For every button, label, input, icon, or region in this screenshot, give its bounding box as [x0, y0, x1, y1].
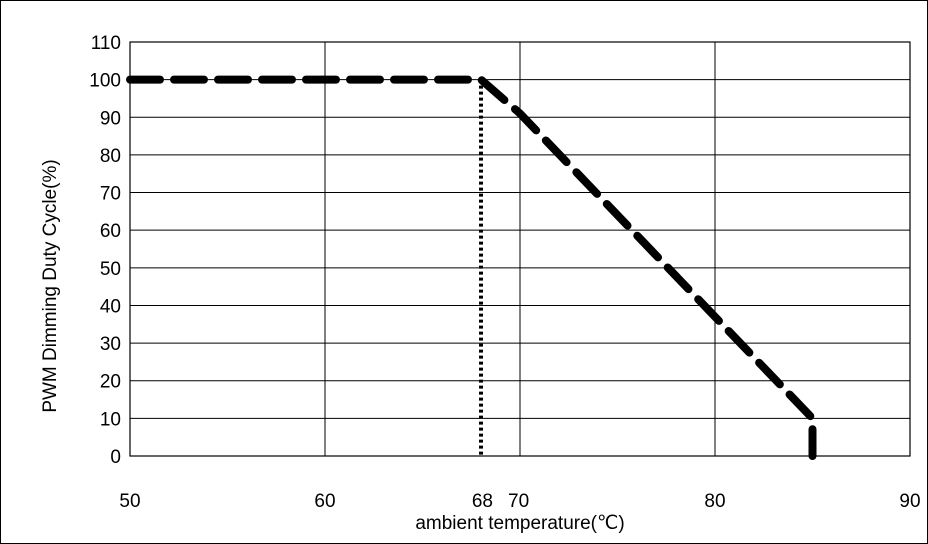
grid — [129, 41, 911, 457]
y-tick-label: 40 — [100, 296, 121, 317]
x-tick-label: 70 — [508, 491, 529, 512]
y-tick-label: 90 — [100, 108, 121, 129]
x-axis-label: ambient temperature(℃) — [415, 513, 624, 534]
x-tick-label: 68 — [472, 491, 493, 512]
y-tick-label: 20 — [100, 372, 121, 393]
y-tick-labels: 0 10 20 30 40 50 60 70 80 90 100 110 — [89, 33, 121, 468]
y-tick-label: 110 — [91, 33, 121, 54]
y-tick-label: 60 — [100, 221, 121, 242]
y-tick-label: 70 — [100, 184, 121, 205]
y-axis-label: PWM Dimming Duty Cycle(%) — [40, 159, 61, 412]
x-tick-label: 90 — [899, 491, 920, 512]
x-tick-label: 60 — [314, 491, 335, 512]
y-tick-label: 10 — [100, 409, 121, 430]
y-tick-label: 0 — [110, 447, 121, 468]
y-tick-label: 80 — [100, 146, 121, 167]
x-tick-label: 50 — [119, 491, 140, 512]
series — [126, 75, 817, 460]
x-tick-label: 80 — [704, 491, 725, 512]
y-tick-label: 30 — [100, 334, 121, 355]
y-tick-label: 100 — [89, 71, 121, 92]
y-tick-label: 50 — [100, 259, 121, 280]
x-tick-labels: 50 60 68 70 80 90 — [119, 491, 920, 512]
